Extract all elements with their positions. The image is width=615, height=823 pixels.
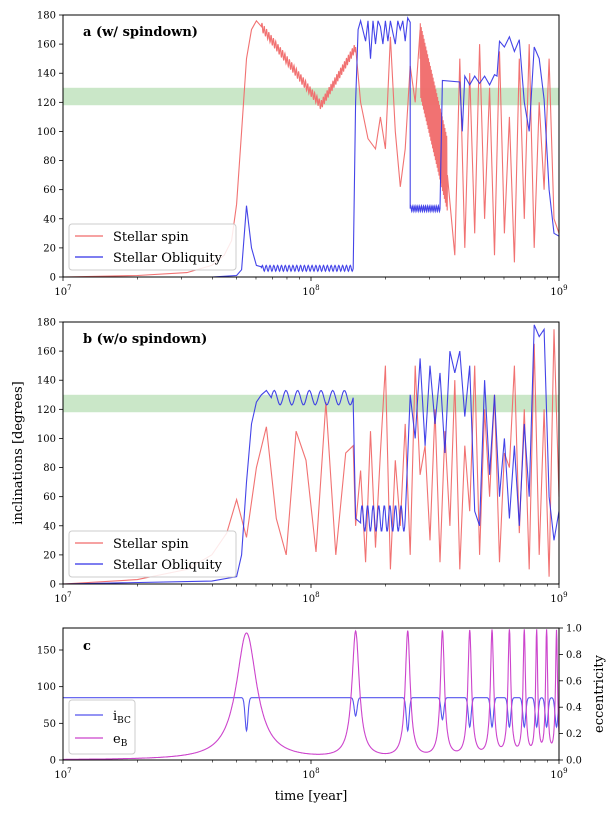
y-tick-label: 160 xyxy=(37,347,56,358)
y-tick-label: 80 xyxy=(43,156,56,167)
legend-box xyxy=(68,223,237,271)
y-tick-label: 180 xyxy=(37,11,56,22)
panel-b-y-ticks: 0 20 40 60 80 100 120 140 160 180 xyxy=(37,318,63,591)
e-b-line xyxy=(63,629,560,760)
panel-c-y2-ticks: 0.0 0.2 0.4 0.6 0.8 1.0 xyxy=(559,624,582,767)
y-tick-label: 180 xyxy=(37,318,56,329)
x-tick-label: 108 xyxy=(302,767,319,781)
panel-b-series xyxy=(62,324,560,585)
x-tick-label: 109 xyxy=(550,284,567,298)
panel-b-band xyxy=(63,394,559,413)
y2-tick-label: 1.0 xyxy=(566,624,582,635)
y2-tick-label: 0.6 xyxy=(566,676,582,687)
y2-tick-label: 0.8 xyxy=(566,650,582,661)
panel-b-label: b (w/o spindown) xyxy=(83,332,207,347)
x-tick-label: 107 xyxy=(54,767,71,781)
y-tick-label: 0 xyxy=(50,580,56,591)
x-tick-label: 109 xyxy=(550,767,567,781)
y2-axis-label: eccentricity xyxy=(592,654,607,733)
y-tick-label: 0 xyxy=(50,273,56,284)
y-tick-label: 140 xyxy=(37,376,56,387)
y-tick-label: 20 xyxy=(43,243,56,254)
y-tick-label: 100 xyxy=(37,434,56,445)
y-tick-label: 120 xyxy=(37,98,56,109)
y-tick-label: 60 xyxy=(43,492,56,503)
y-tick-label: 140 xyxy=(37,69,56,80)
legend-box xyxy=(68,530,237,578)
panel-c-background xyxy=(63,628,559,760)
y2-tick-label: 0.4 xyxy=(566,703,582,714)
panel-a: 0 20 40 60 80 100 120 140 160 180 107 108 109 a (w/… xyxy=(37,11,568,299)
x-tick-label: 107 xyxy=(54,591,71,605)
legend-box xyxy=(68,699,136,755)
x-tick-label: 108 xyxy=(302,284,319,298)
panel-c-label: c xyxy=(83,639,91,654)
panel-c-legend: iBC eB xyxy=(68,699,136,755)
y-tick-label: 0 xyxy=(50,756,56,767)
x-tick-label: 109 xyxy=(550,591,567,605)
y-tick-label: 100 xyxy=(37,682,56,693)
stellar-obliquity-line xyxy=(62,324,560,585)
stellar-spin-line xyxy=(62,19,560,278)
panel-b-legend: Stellar spin Stellar Obliquity xyxy=(68,530,237,578)
panel-c-y-ticks: 0 50 100 150 xyxy=(37,646,63,767)
stellar-obliquity-line xyxy=(63,16,560,278)
panel-c-x-ticks: 107 108 109 xyxy=(54,760,568,781)
legend-spin-label: Stellar spin xyxy=(113,230,189,245)
y-tick-label: 40 xyxy=(43,521,56,532)
y-tick-label: 100 xyxy=(37,127,56,138)
panel-c-series xyxy=(63,629,560,760)
y-tick-label: 50 xyxy=(43,719,56,730)
panel-a-label: a (w/ spindown) xyxy=(83,25,198,40)
panel-b: 0 20 40 60 80 100 120 140 160 180 107 108 109 b (w/… xyxy=(37,318,568,606)
panel-a-series xyxy=(62,16,560,278)
panel-a-legend: Stellar spin Stellar Obliquity xyxy=(68,223,237,271)
y-tick-label: 120 xyxy=(37,405,56,416)
legend-obliquity-label: Stellar Obliquity xyxy=(113,558,223,573)
y2-tick-label: 0.2 xyxy=(566,729,582,740)
legend-obliquity-label: Stellar Obliquity xyxy=(113,251,223,266)
x-axis-label: time [year] xyxy=(275,789,348,804)
y-tick-label: 20 xyxy=(43,550,56,561)
x-tick-label: 108 xyxy=(302,591,319,605)
panel-b-x-ticks: 107 108 109 xyxy=(54,584,568,605)
y-tick-label: 150 xyxy=(37,646,56,657)
y-tick-label: 160 xyxy=(37,40,56,51)
legend-spin-label: Stellar spin xyxy=(113,537,189,552)
panel-c: 0 50 100 150 0.0 0.2 0.4 0.6 0.8 1.0 107 108 109 c… xyxy=(37,624,607,805)
shared-y-axis-label: inclinations [degrees] xyxy=(11,381,26,524)
panel-a-y-ticks: 0 20 40 60 80 100 120 140 160 180 xyxy=(37,11,63,284)
y-tick-label: 40 xyxy=(43,214,56,225)
i-bc-line xyxy=(63,697,560,733)
y-tick-label: 60 xyxy=(43,185,56,196)
y-tick-label: 80 xyxy=(43,463,56,474)
y2-tick-label: 0.0 xyxy=(566,756,582,767)
stellar-spin-line xyxy=(62,329,560,585)
panel-a-x-ticks: 107 108 109 xyxy=(54,277,568,298)
x-tick-label: 107 xyxy=(54,284,71,298)
